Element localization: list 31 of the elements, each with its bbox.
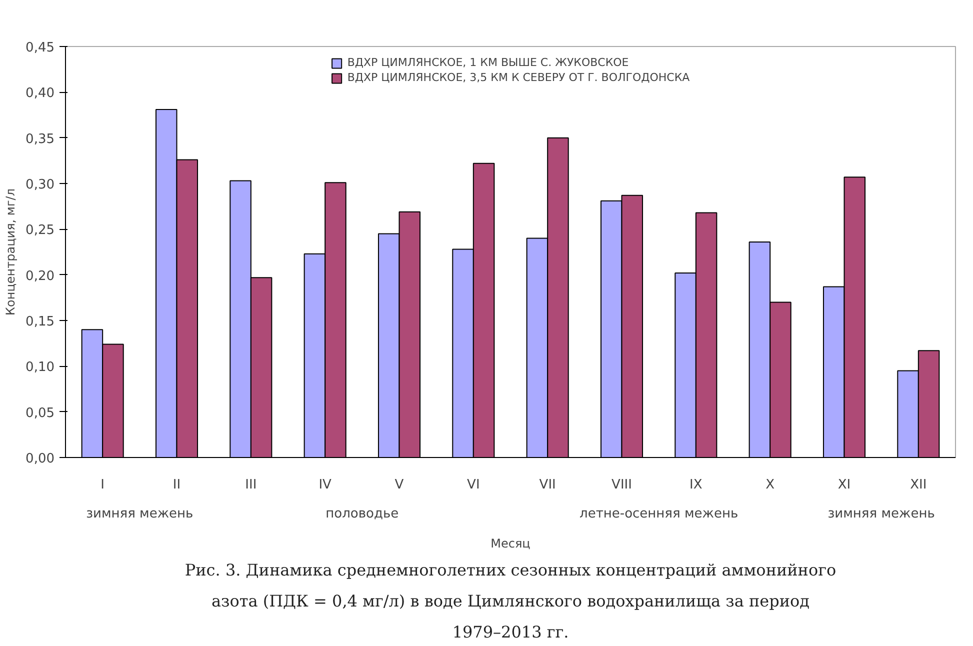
x-tick-label: IV (318, 478, 332, 492)
y-tick-label: 0,30 (26, 178, 55, 192)
legend-label: ВДХР ЦИМЛЯНСКОЕ, 1 КМ ВЫШЕ С. ЖУКОВСКОЕ (347, 56, 629, 69)
text: половодье (326, 506, 399, 522)
x-tick-label: V (394, 478, 404, 492)
y-tick-label: 0,15 (26, 314, 55, 330)
y-axis-title: Концентрация, мг/л (4, 188, 18, 316)
x-tick-label: X (766, 478, 775, 492)
y-tick-label: 0,00 (26, 452, 55, 466)
x-tick-label: VI (467, 478, 480, 492)
y-tick-label: 0,20 (26, 268, 55, 284)
text: зимняя межень (828, 506, 935, 522)
text: летне-осенняя межень (580, 506, 738, 522)
y-tick-label: 0,10 (26, 360, 55, 376)
x-axis-title: Месяц (490, 536, 530, 550)
text: Рис. 3. Динамика среднемноголетних сезонных концентраций аммонийного азота (ПДК = 0,4 мг/л) в воде Цимлянского водохранилища за период 1979–2013 гг. (184, 560, 836, 642)
x-tick-label: I (100, 478, 105, 492)
y-tick-label: 0,45 (26, 40, 55, 56)
text: зимняя межень (86, 506, 194, 522)
legend-label: ВДХР ЦИМЛЯНСКОЕ, 3,5 КМ К СЕВЕРУ ОТ Г. ВОЛГОДОНСКА (347, 71, 690, 84)
x-tick-label: VII (539, 478, 556, 492)
x-tick-label: XII (910, 478, 927, 492)
x-tick-label: II (172, 478, 181, 492)
y-tick-label: 0,25 (26, 223, 55, 238)
y-tick-label: 0,40 (26, 86, 55, 102)
x-tick-label: IX (690, 478, 702, 492)
y-tick-label: 0,05 (26, 406, 55, 421)
x-tick-label: XI (838, 478, 851, 492)
x-tick-label: VIII (612, 478, 632, 492)
y-tick-label: 0,35 (26, 132, 55, 147)
x-tick-label: III (245, 478, 257, 492)
